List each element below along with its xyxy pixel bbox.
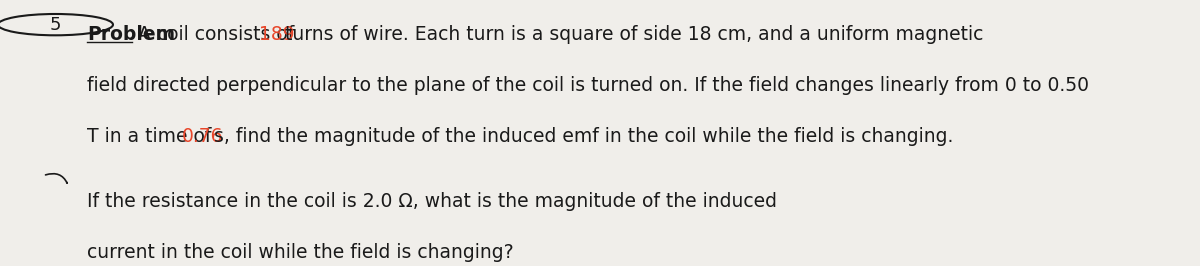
FancyArrowPatch shape xyxy=(46,174,67,183)
Text: current in the coil while the field is changing?: current in the coil while the field is c… xyxy=(86,243,514,262)
Text: If the resistance in the coil is 2.0 Ω, what is the magnitude of the induced: If the resistance in the coil is 2.0 Ω, … xyxy=(86,192,776,211)
Text: A coil consists of: A coil consists of xyxy=(132,25,300,44)
Text: 5: 5 xyxy=(49,16,61,34)
Text: s, find the magnitude of the induced emf in the coil while the field is changing: s, find the magnitude of the induced emf… xyxy=(208,127,953,146)
Text: 0.76: 0.76 xyxy=(182,127,223,146)
Text: Problem: Problem xyxy=(86,25,175,44)
Text: T in a time of: T in a time of xyxy=(86,127,217,146)
Text: field directed perpendicular to the plane of the coil is turned on. If the field: field directed perpendicular to the plan… xyxy=(86,76,1088,95)
Text: 189: 189 xyxy=(259,25,295,44)
Text: turns of wire. Each turn is a square of side 18 cm, and a uniform magnetic: turns of wire. Each turn is a square of … xyxy=(278,25,983,44)
